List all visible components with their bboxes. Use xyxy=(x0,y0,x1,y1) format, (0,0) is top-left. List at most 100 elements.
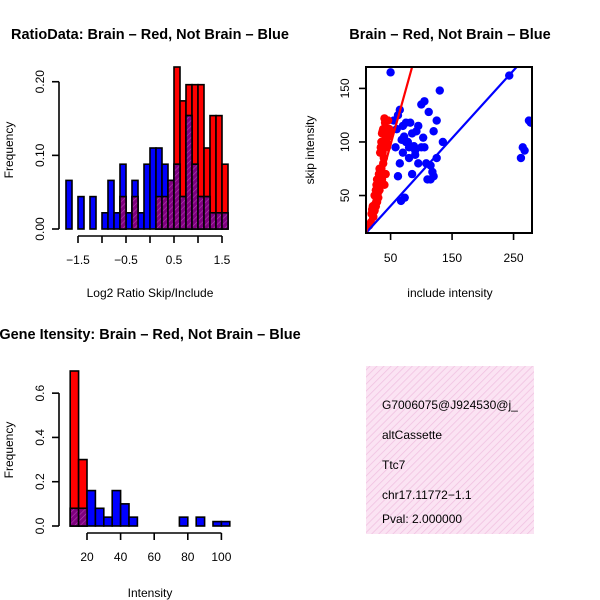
intensity-x-tick-label: 80 xyxy=(181,550,195,564)
scatter-x-axis-label: include intensity xyxy=(407,286,492,300)
event-id-text: G7006075@J924530@j_ xyxy=(382,398,518,412)
scatter-not-brain-point xyxy=(418,133,428,142)
scatter-not-brain-point xyxy=(429,127,438,136)
scatter-brain-point xyxy=(380,180,389,190)
ratio-y-tick-label: 0.20 xyxy=(33,70,47,94)
scatter-not-brain-point xyxy=(393,172,403,181)
ratio-y-tick-label: 0.10 xyxy=(33,143,47,167)
event-type-text: altCassette xyxy=(382,428,442,442)
intensity-y-tick-label: 0.6 xyxy=(33,384,47,401)
ratio-x-tick-label: −1.5 xyxy=(66,253,90,267)
scatter-not-brain-point xyxy=(516,153,526,163)
pval-text: Pval: 2.000000 xyxy=(382,512,462,526)
ratio-x-axis-label: Log2 Ratio Skip/Include xyxy=(87,286,214,300)
scatter-not-brain-point xyxy=(412,127,421,136)
intensity-x-tick-label: 100 xyxy=(211,550,231,564)
intensity-chart-title: Gene Itensity: Brain – Red, Not Brain – … xyxy=(0,327,301,343)
ratio-not-brain-bar xyxy=(137,212,145,230)
intensity-x-tick-label: 60 xyxy=(148,550,162,564)
ratio-overlap-bar xyxy=(209,212,217,230)
intensity-bars xyxy=(69,370,231,527)
ratio-overlap-bar xyxy=(131,195,139,230)
info-panel: G7006075@J924530@j_ altCassette Ttc7 chr… xyxy=(366,366,534,534)
ratio-overlap-bar xyxy=(179,195,187,230)
ratio-overlap-bar xyxy=(119,195,127,230)
ratio-y-axis-label: Frequency xyxy=(2,122,16,179)
scatter-not-brain-point xyxy=(395,159,405,168)
intensity-not-brain-bar xyxy=(220,520,231,527)
scatter-not-brain-point xyxy=(432,116,441,125)
ratio-overlap-bar xyxy=(161,195,169,230)
ratio-x-tick-label: 1.5 xyxy=(214,253,231,267)
intensity-not-brain-bar xyxy=(111,489,122,527)
scatter-x-tick-label: 250 xyxy=(504,251,524,265)
ratio-overlap-bar xyxy=(215,212,223,230)
scatter-not-brain-point xyxy=(520,146,529,155)
scatter-axes: 50 150 250 50 100 150 xyxy=(338,78,524,265)
scatter-not-brain-point xyxy=(424,107,433,117)
ratio-overlap-bar xyxy=(191,163,199,230)
scatter-brain-point xyxy=(383,116,393,125)
ratio-x-tick-label: 0.5 xyxy=(166,253,183,267)
ratio-axes: −1.5 −0.5 0.5 1.5 0.00 0.10 0.20 xyxy=(33,70,231,267)
intensity-histogram-panel: Gene Itensity: Brain – Red, Not Brain – … xyxy=(0,327,301,600)
intensity-not-brain-bar xyxy=(86,489,97,527)
info-background xyxy=(366,366,534,534)
intensity-not-brain-bar xyxy=(94,507,105,527)
scatter-panel: Brain – Red, Not Brain – Blue 50 150 25050… xyxy=(303,27,551,300)
scatter-not-brain-point xyxy=(410,150,420,160)
ratio-overlap-bar xyxy=(167,179,175,230)
gene-symbol-text: Ttc7 xyxy=(382,458,406,472)
ratio-overlap-bar xyxy=(173,163,181,230)
ratio-bars xyxy=(65,66,229,230)
intensity-overlap-bar xyxy=(69,507,80,527)
ratio-not-brain-bar xyxy=(77,195,85,230)
ratio-y-tick-label: 0.00 xyxy=(33,217,47,241)
scatter-brain-fit-line xyxy=(366,67,414,233)
scatter-not-brain-point xyxy=(414,159,423,168)
intensity-x-tick-label: 40 xyxy=(114,550,128,564)
scatter-not-brain-point xyxy=(435,86,444,95)
scatter-y-tick-label: 50 xyxy=(338,189,352,203)
ratio-histogram-panel: RatioData: Brain – Red, Not Brain – Blue… xyxy=(2,27,289,300)
ratio-not-brain-bar xyxy=(113,212,121,230)
ratio-chart-title: RatioData: Brain – Red, Not Brain – Blue xyxy=(11,27,289,43)
intensity-y-tick-label: 0.4 xyxy=(33,429,47,446)
ratio-overlap-bar xyxy=(197,195,205,230)
intensity-not-brain-bar xyxy=(103,516,114,527)
intensity-axes: 20 40 60 80 100 0.0 0.2 0.4 0.6 xyxy=(33,384,232,564)
scatter-not-brain-point xyxy=(400,193,409,202)
intensity-y-tick-label: 0.0 xyxy=(33,517,47,534)
ratio-not-brain-bar xyxy=(125,212,133,230)
scatter-not-brain-point xyxy=(406,118,415,127)
intensity-not-brain-bar xyxy=(195,516,206,527)
scatter-marks xyxy=(366,67,532,233)
intensity-x-axis-label: Intensity xyxy=(128,586,173,600)
intensity-y-tick-label: 0.2 xyxy=(33,473,47,490)
scatter-y-tick-label: 150 xyxy=(338,78,352,98)
scatter-not-brain-point xyxy=(407,169,417,179)
ratio-overlap-bar xyxy=(221,212,229,230)
scatter-chart-title: Brain – Red, Not Brain – Blue xyxy=(349,27,550,43)
ratio-not-brain-bar xyxy=(143,163,151,230)
scatter-not-brain-point xyxy=(386,68,395,77)
ratio-brain-bar xyxy=(215,114,223,230)
intensity-overlap-bar xyxy=(77,507,88,527)
scatter-y-tick-label: 100 xyxy=(338,132,352,152)
scatter-not-brain-point xyxy=(420,97,429,106)
scatter-x-tick-label: 150 xyxy=(442,251,462,265)
ratio-brain-bar xyxy=(209,114,217,230)
scatter-not-brain-point xyxy=(398,148,408,157)
scatter-x-tick-label: 50 xyxy=(384,251,398,265)
intensity-not-brain-bar xyxy=(119,503,130,527)
ratio-overlap-bar xyxy=(203,195,211,230)
scatter-not-brain-fit-line xyxy=(366,67,518,233)
ratio-not-brain-bar xyxy=(149,147,157,230)
intensity-x-tick-label: 20 xyxy=(80,550,94,564)
ratio-not-brain-bar xyxy=(107,179,115,230)
ratio-not-brain-bar xyxy=(65,179,73,230)
ratio-not-brain-bar xyxy=(101,212,109,230)
intensity-brain-bar xyxy=(69,370,80,527)
scatter-not-brain-point xyxy=(438,137,448,147)
